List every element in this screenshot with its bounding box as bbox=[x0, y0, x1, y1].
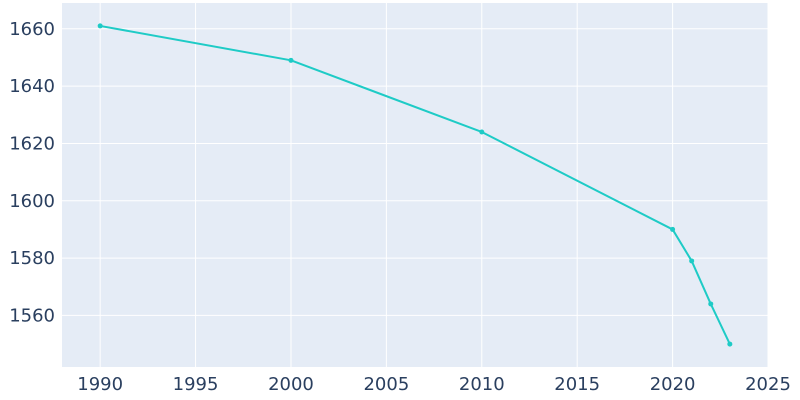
x-tick-label: 2015 bbox=[554, 374, 600, 395]
x-tick-label: 2010 bbox=[459, 374, 505, 395]
x-tick-label: 2025 bbox=[745, 374, 791, 395]
y-tick-label: 1560 bbox=[9, 305, 55, 326]
y-tick-label: 1620 bbox=[9, 133, 55, 154]
x-tick-label: 1995 bbox=[173, 374, 219, 395]
data-point bbox=[708, 301, 714, 307]
data-point bbox=[727, 341, 733, 347]
y-tick-label: 1660 bbox=[9, 19, 55, 40]
data-point bbox=[479, 129, 485, 135]
y-tick-label: 1600 bbox=[9, 191, 55, 212]
y-tick-label: 1580 bbox=[9, 248, 55, 269]
data-point bbox=[670, 226, 676, 232]
gridlines bbox=[62, 3, 769, 367]
series-layer bbox=[97, 23, 733, 347]
x-tick-label: 2020 bbox=[650, 374, 696, 395]
y-axis: 1560 1580 1600 1620 1640 1660 bbox=[9, 19, 55, 327]
data-point bbox=[97, 23, 103, 29]
x-tick-label: 2005 bbox=[363, 374, 409, 395]
y-tick-label: 1640 bbox=[9, 76, 55, 97]
data-point bbox=[288, 57, 294, 63]
plot-area bbox=[62, 3, 768, 367]
data-point bbox=[689, 258, 695, 264]
x-tick-label: 2000 bbox=[268, 374, 314, 395]
x-tick-label: 1990 bbox=[77, 374, 123, 395]
x-axis: 1990 1995 2000 2005 2010 2015 2020 2025 bbox=[77, 374, 791, 395]
